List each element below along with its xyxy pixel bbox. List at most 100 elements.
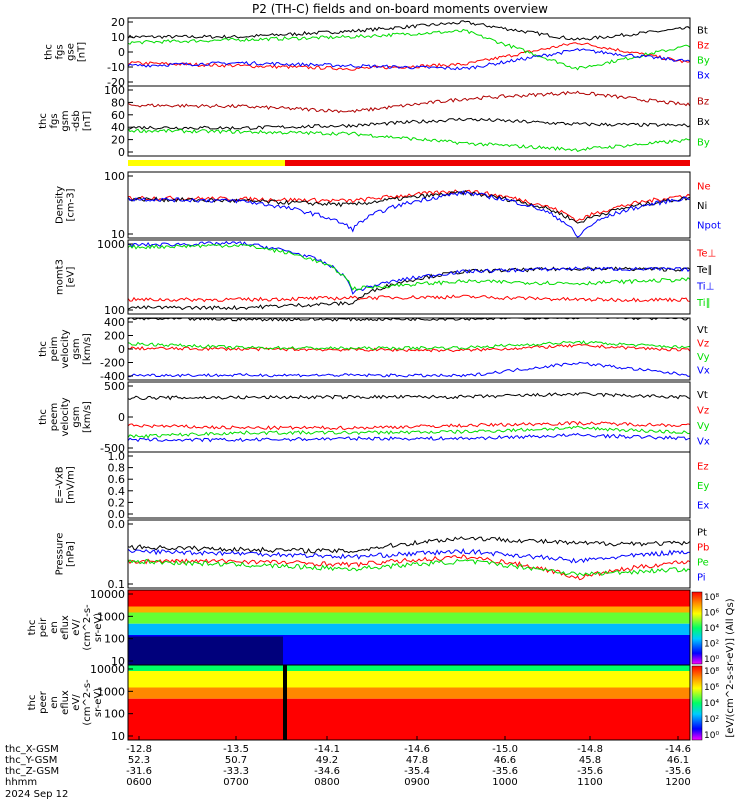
legend-entry: Ex (697, 500, 709, 511)
series-trace-Pe (127, 558, 691, 577)
y-tick-label: 10000 (90, 663, 125, 676)
panel-frame (127, 664, 691, 741)
y-axis-label-line: gsm (60, 110, 71, 131)
legend-entry: Ti⊥ (696, 281, 714, 292)
y-axis-label-line: (cm^2-s- (82, 604, 93, 651)
legend-entry: Ni (697, 201, 707, 212)
y-axis-label-line: (cm^2-s- (82, 679, 93, 726)
legend-entry: Pt (697, 528, 707, 539)
legend-entry: By (697, 138, 710, 149)
legend-entry: Npot (697, 220, 721, 231)
y-axis-label-line: fgs (49, 113, 60, 128)
x-row-value: 49.2 (316, 755, 338, 766)
panel-7: 1.00.80.60.40.20.0 E=-VxB [mV/m] Ez Ey Ex (55, 450, 710, 521)
y-tick-label: 0.4 (108, 485, 126, 498)
series-trace-Ni (127, 190, 691, 224)
x-row-value: -31.6 (126, 766, 152, 777)
legend-entry: Ez (697, 462, 709, 473)
x-row-value: -14.6 (665, 744, 691, 755)
y-tick-label: 0 (118, 46, 125, 59)
x-row-value: 0800 (314, 777, 339, 788)
series-trace-Pi (127, 548, 691, 564)
series-trace-Vz (127, 343, 691, 353)
legend-entry: Vt (697, 390, 708, 401)
y-tick-label: 100 (104, 84, 125, 97)
y-tick-label: 0 (118, 343, 125, 356)
series-trace-Vy (127, 425, 691, 439)
series-trace-Vt (127, 392, 691, 401)
legend-entry: Ey (697, 481, 709, 492)
x-row-value: 52.3 (128, 755, 150, 766)
x-row-value: -35.6 (492, 766, 518, 777)
legend-entry: Bz (697, 96, 709, 107)
heatmap-noise-region (128, 636, 283, 665)
y-axis-label-line: thc (38, 409, 49, 425)
colorbar-tick-label: 10² (704, 715, 719, 725)
y-tick-label: 0.0 (108, 518, 126, 531)
x-row-value: -35.6 (665, 766, 691, 777)
legend-entry: Pi (697, 573, 706, 584)
series-trace-Pb (127, 554, 691, 581)
colorbar-strip (691, 591, 703, 665)
series-trace-Bt (127, 20, 691, 41)
legend-entry: Bz (697, 41, 709, 52)
panel-10: 10000 1000 100 10 thc peer en eflux eV/(cm^2-s-s… (27, 663, 691, 743)
series-trace-Bz (127, 42, 691, 71)
colorbar-tick-label: 10⁶ (704, 609, 719, 619)
y-axis-label-line: velocity (60, 397, 71, 436)
y-tick-label: 1000 (97, 238, 125, 251)
heatmap-band (128, 623, 690, 635)
colorbar-label: [eV/(cm^2-s-sr-eV)] (All Qs) (725, 598, 736, 737)
x-row-value: -14.6 (404, 744, 430, 755)
x-row-value: 0900 (404, 777, 429, 788)
series-trace-Bx (127, 48, 691, 71)
x-axis-annotation: thc_X-GSM -12.8 -13.5 -14.1 -14.6 -15.0 -14.8 -… (5, 736, 691, 800)
y-tick-label: 0.2 (108, 496, 126, 509)
y-axis-label-line: en (49, 621, 60, 634)
y-axis-label-line: eV/ (71, 694, 82, 711)
y-tick-label: 0.8 (108, 462, 126, 475)
y-axis-label-line: gsm (71, 338, 82, 359)
y-tick-label: 0.1 (108, 578, 126, 591)
y-tick-label: 0.0 (108, 508, 126, 521)
x-row-label: hhmm (5, 777, 37, 788)
y-tick-label: -500 (100, 442, 125, 455)
y-axis-label-line: Density (55, 186, 66, 224)
x-row-value: 50.7 (225, 755, 247, 766)
colorbar-tick-label: 10⁸ (704, 667, 719, 677)
y-axis-label-line: fgs (55, 44, 66, 59)
x-row-label: thc_X-GSM (5, 744, 59, 755)
y-axis-label-line: [nT] (77, 42, 88, 62)
y-tick-label: 1000 (97, 610, 125, 623)
y-tick-label: -10 (107, 61, 125, 74)
panel-6: 500 0 -500 thc peem velocity gsm [km/s] Vt Vz Vy Vx (38, 380, 710, 455)
panel-frame (127, 85, 691, 157)
y-tick-label: -200 (100, 357, 125, 370)
colorbar-tick-label: 10⁸ (704, 593, 719, 603)
y-axis-label-line: peer (38, 690, 49, 714)
x-row-value: -15.0 (492, 744, 518, 755)
y-axis-label-line: [nT] (82, 111, 93, 131)
y-axis-label-line: gsm (71, 406, 82, 427)
legend-entry: Pb (697, 543, 709, 554)
y-axis-label-line: thc (27, 620, 38, 636)
y-tick-label: -400 (100, 370, 125, 383)
series-trace-Vy (127, 340, 691, 351)
legend-entry: Vt (697, 325, 708, 336)
colorbar: 10⁸ 10⁶ 10⁴ 10² 10⁰ 10⁸ 10⁶ 10⁴ 10² 10⁰ [eV/(cm^2-… (691, 591, 736, 741)
heatmap-band (128, 606, 690, 613)
x-row-value: 47.8 (406, 755, 428, 766)
series-trace-Ti∥ (127, 243, 691, 291)
y-axis-label-line: [km/s] (82, 333, 93, 365)
y-axis-label-line: [mV/m] (66, 466, 77, 504)
legend-entry: Pe (697, 558, 709, 569)
legend-entry: Bt (697, 26, 708, 37)
series-trace-By (127, 128, 690, 153)
x-row-value: -33.3 (223, 766, 249, 777)
heatmap-band (128, 687, 690, 699)
y-tick-label: 0 (118, 411, 125, 424)
